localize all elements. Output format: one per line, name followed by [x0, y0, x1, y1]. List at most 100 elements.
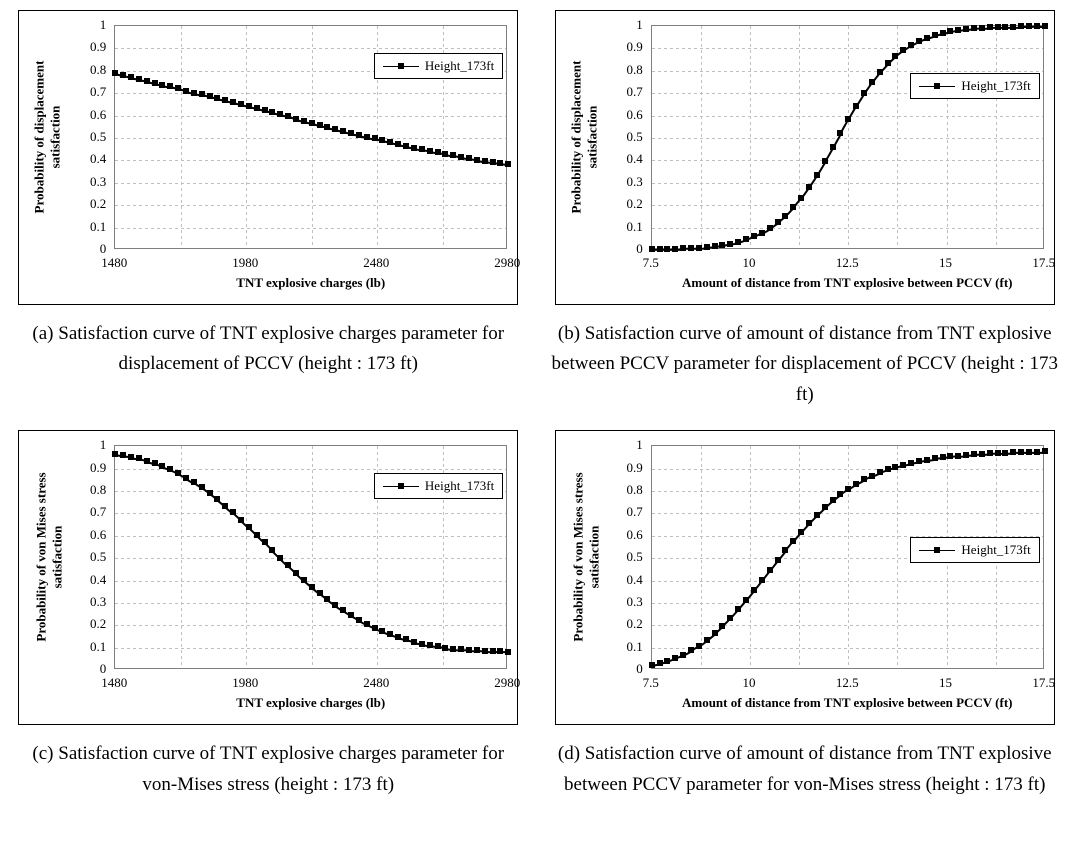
- data-marker: [136, 455, 142, 461]
- legend-label: Height_173ft: [961, 78, 1030, 94]
- legend-marker-icon: [934, 83, 940, 89]
- data-marker: [238, 101, 244, 107]
- data-marker: [806, 184, 812, 190]
- xtick-label: 15: [939, 675, 952, 691]
- data-marker: [743, 597, 749, 603]
- data-marker: [688, 647, 694, 653]
- gridline-h: [652, 228, 1043, 229]
- data-marker: [1002, 450, 1008, 456]
- data-marker: [332, 602, 338, 608]
- data-marker: [348, 130, 354, 136]
- data-marker: [490, 648, 496, 654]
- ytick-label: 0.7: [603, 84, 643, 100]
- data-marker: [1002, 24, 1008, 30]
- data-marker: [167, 83, 173, 89]
- data-marker: [474, 647, 480, 653]
- gridline-h: [652, 138, 1043, 139]
- data-marker: [751, 233, 757, 239]
- data-marker: [971, 451, 977, 457]
- data-marker: [712, 243, 718, 249]
- legend: Height_173ft: [374, 53, 503, 79]
- data-marker: [379, 628, 385, 634]
- y-axis-title: Probability of von Mises stress satisfac…: [34, 473, 66, 642]
- data-marker: [782, 213, 788, 219]
- data-marker: [183, 475, 189, 481]
- gridline-v: [701, 26, 702, 248]
- data-marker: [301, 577, 307, 583]
- data-marker: [995, 450, 1001, 456]
- data-marker: [979, 25, 985, 31]
- ytick-label: 0.2: [603, 196, 643, 212]
- ytick-label: 0.8: [66, 482, 106, 498]
- data-marker: [356, 132, 362, 138]
- legend-label: Height_173ft: [425, 478, 494, 494]
- cell-c: 00.10.20.30.40.50.60.70.80.9114801980248…: [10, 430, 527, 800]
- ytick-label: 0.5: [603, 549, 643, 565]
- data-marker: [900, 47, 906, 53]
- data-marker: [845, 486, 851, 492]
- data-marker: [411, 145, 417, 151]
- gridline-v: [181, 26, 182, 248]
- gridline-h: [652, 581, 1043, 582]
- data-marker: [427, 148, 433, 154]
- data-marker: [790, 204, 796, 210]
- gridline-h: [115, 513, 506, 514]
- data-marker: [230, 509, 236, 515]
- plot-area: [651, 25, 1044, 249]
- ytick-label: 0.5: [603, 129, 643, 145]
- data-marker: [128, 454, 134, 460]
- data-marker: [128, 74, 134, 80]
- data-marker: [814, 172, 820, 178]
- xtick-label: 2980: [494, 675, 520, 691]
- data-marker: [712, 630, 718, 636]
- data-marker: [340, 128, 346, 134]
- gridline-h: [652, 513, 1043, 514]
- data-marker: [727, 241, 733, 247]
- data-marker: [696, 643, 702, 649]
- data-marker: [719, 242, 725, 248]
- data-marker: [963, 26, 969, 32]
- data-marker: [987, 24, 993, 30]
- data-marker: [207, 490, 213, 496]
- ytick-label: 0.8: [603, 482, 643, 498]
- gridline-h: [652, 625, 1043, 626]
- data-marker: [497, 160, 503, 166]
- data-marker: [782, 547, 788, 553]
- xtick-label: 2480: [363, 675, 389, 691]
- data-marker: [285, 113, 291, 119]
- ytick-label: 0.9: [66, 460, 106, 476]
- data-marker: [1018, 449, 1024, 455]
- data-marker: [1010, 24, 1016, 30]
- data-marker: [932, 32, 938, 38]
- data-marker: [877, 469, 883, 475]
- ytick-label: 0.1: [66, 639, 106, 655]
- data-marker: [309, 120, 315, 126]
- data-marker: [435, 149, 441, 155]
- data-marker: [1034, 449, 1040, 455]
- data-marker: [285, 562, 291, 568]
- data-marker: [442, 645, 448, 651]
- data-marker: [167, 466, 173, 472]
- data-marker: [947, 28, 953, 34]
- data-marker: [199, 484, 205, 490]
- data-marker: [885, 466, 891, 472]
- data-marker: [719, 623, 725, 629]
- data-marker: [505, 161, 511, 167]
- gridline-v: [701, 446, 702, 668]
- gridline-v: [799, 446, 800, 668]
- data-marker: [474, 157, 480, 163]
- data-marker: [963, 452, 969, 458]
- data-marker: [767, 225, 773, 231]
- gridline-v: [312, 446, 313, 668]
- data-marker: [971, 25, 977, 31]
- data-marker: [222, 503, 228, 509]
- data-marker: [254, 532, 260, 538]
- cell-b: 00.10.20.30.40.50.60.70.80.917.51012.515…: [547, 10, 1064, 410]
- ytick-label: 1: [603, 437, 643, 453]
- chart-d: 00.10.20.30.40.50.60.70.80.917.51012.515…: [555, 430, 1055, 725]
- data-marker: [450, 152, 456, 158]
- xtick-label: 17.5: [1032, 675, 1055, 691]
- ytick-label: 0.8: [66, 62, 106, 78]
- ytick-label: 0.4: [66, 572, 106, 588]
- data-marker: [152, 80, 158, 86]
